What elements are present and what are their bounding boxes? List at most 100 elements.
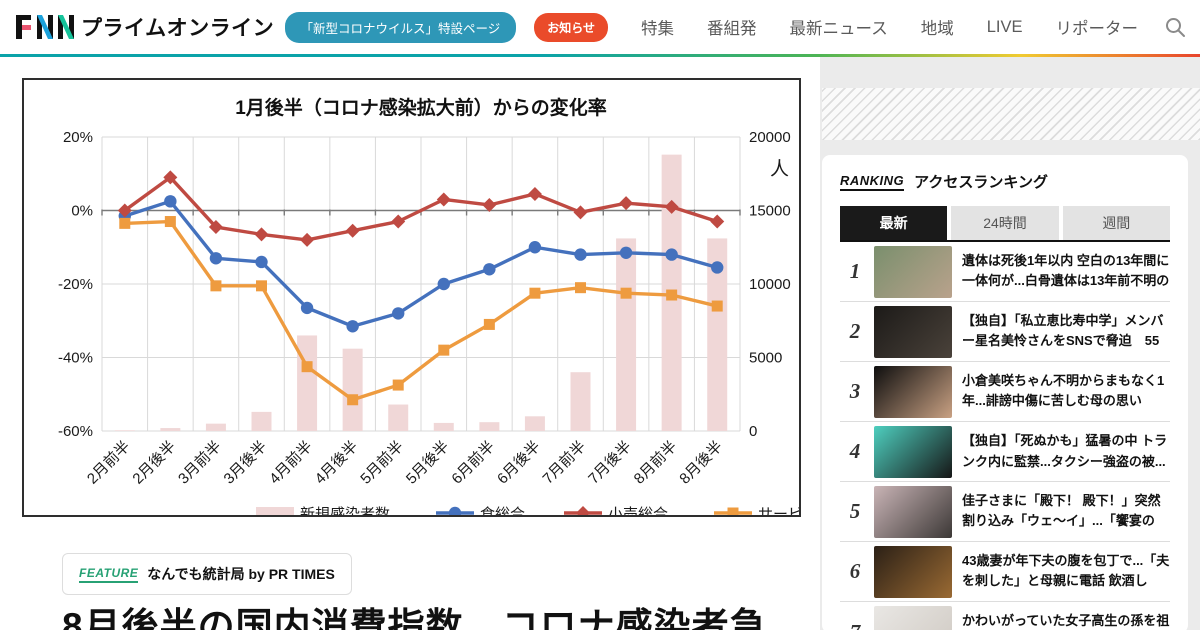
series-marker xyxy=(619,246,633,259)
nav-item-3[interactable]: 地域 xyxy=(920,20,954,38)
right-axis-label: 15000 xyxy=(749,203,791,220)
series-marker xyxy=(710,214,725,229)
right-axis-label: 5000 xyxy=(749,350,782,367)
x-axis-label: 3月前半 xyxy=(175,438,225,488)
item-headline: 43歳妻が年下夫の腹を包丁で...「夫を刺した」と母親に電話 飲酒し口... xyxy=(962,552,1170,588)
nav-item-2[interactable]: 最新ニュース xyxy=(789,20,888,38)
rank-number: 6 xyxy=(849,559,861,583)
ranking-item[interactable]: 7 かわいがっていた女子高生の孫を祖父(86)が刺殺 祖父と孫の2人暮らし... xyxy=(840,602,1170,630)
ranking-item[interactable]: 2 【独自】「私立恵比寿中学」メンバー星名美怜さんをSNSで脅迫 55歳... xyxy=(840,302,1170,362)
series-marker xyxy=(620,287,632,299)
ranking-tabs: 最新 24時間 週間 xyxy=(840,206,1170,242)
bar xyxy=(205,423,226,431)
feature-label: FEATURE xyxy=(79,566,139,583)
bar xyxy=(707,238,728,431)
legend-label: 食総合 xyxy=(480,506,525,517)
thumbnail xyxy=(874,305,952,358)
series-marker xyxy=(209,252,223,265)
rank-number: 7 xyxy=(840,620,870,630)
series-marker xyxy=(210,280,222,292)
rank-number: 5 xyxy=(849,499,861,523)
tab-weekly[interactable]: 週間 xyxy=(1062,206,1170,240)
x-axis-label: 5月前半 xyxy=(357,438,407,488)
legend-label: 小売総合 xyxy=(608,506,668,517)
main-nav: 特集 番組発 最新ニュース 地域 LIVE リポーター xyxy=(608,15,1138,39)
nav-item-0[interactable]: 特集 xyxy=(641,20,675,38)
covid-special-page-button[interactable]: 「新型コロナウイルス」特設ページ xyxy=(284,11,517,43)
bar xyxy=(616,238,637,431)
series-marker xyxy=(483,263,496,276)
series-marker xyxy=(711,261,724,274)
access-ranking-card: RANKING アクセスランキング 最新 24時間 週間 1 遺体は死後1年以内 … xyxy=(822,155,1188,630)
ranking-item[interactable]: 3 小倉美咲ちゃん不明からまもなく1年...誹謗中傷に苦しむ母の思い「絶... xyxy=(840,362,1170,422)
bar xyxy=(433,422,454,431)
series-marker xyxy=(163,170,178,185)
series-marker xyxy=(482,197,497,212)
right-axis-label: 20000 xyxy=(749,129,791,146)
tab-latest[interactable]: 最新 xyxy=(840,206,948,240)
series-marker xyxy=(528,241,542,254)
x-axis-label: 4月前半 xyxy=(266,438,316,488)
x-axis-label: 7月前半 xyxy=(540,438,590,488)
right-axis-label: 0 xyxy=(749,423,757,440)
item-headline: 【独自】「私立恵比寿中学」メンバー星名美怜さんをSNSで脅迫 55歳... xyxy=(962,312,1164,348)
x-axis-label: 5月後半 xyxy=(403,438,453,488)
nav-item-1[interactable]: 番組発 xyxy=(707,20,757,38)
series-line xyxy=(124,199,718,328)
series-line xyxy=(124,219,718,402)
rank-number: 2 xyxy=(849,319,861,343)
right-axis-unit: 人 xyxy=(770,158,789,180)
series-marker xyxy=(575,282,586,294)
rank-number: 3 xyxy=(849,379,861,403)
ranking-item[interactable]: 5 佳子さまに「殿下！ 殿下！」突然割り込み「ウェ～イ」...「饗宴の儀」... xyxy=(840,482,1170,542)
ranking-title: アクセスランキング xyxy=(914,174,1048,191)
notice-button[interactable]: お知らせ xyxy=(534,12,609,42)
series-marker xyxy=(574,248,587,261)
ranking-item[interactable]: 6 43歳妻が年下夫の腹を包丁で...「夫を刺した」と母親に電話 飲酒し口... xyxy=(840,542,1170,602)
series-marker xyxy=(117,203,132,218)
left-axis-label: 0% xyxy=(71,203,93,220)
series-marker xyxy=(392,379,404,391)
ranking-list: 1 遺体は死後1年以内 空白の13年間に一体何が...白骨遺体は13年前不明の1.… xyxy=(840,242,1170,630)
series-marker xyxy=(665,248,678,261)
series-marker xyxy=(529,287,541,299)
series-marker xyxy=(255,255,268,269)
series-marker xyxy=(164,195,177,208)
bar xyxy=(251,411,272,431)
logo-brand-text: プライムオンライン xyxy=(81,17,275,40)
series-marker xyxy=(664,199,679,214)
feature-series-title: なんでも統計局 by PR TIMES xyxy=(147,566,335,582)
series-marker xyxy=(391,214,406,229)
item-headline: かわいがっていた女子高生の孫を祖父(86)が刺殺 祖父と孫の2人暮らし... xyxy=(962,613,1170,628)
bar xyxy=(524,416,545,431)
bar xyxy=(297,335,318,431)
rank-number: 4 xyxy=(849,439,861,463)
nav-item-5[interactable]: リポーター xyxy=(1055,20,1139,38)
search-icon xyxy=(1166,18,1185,37)
thumbnail xyxy=(874,245,952,298)
thumbnail xyxy=(874,606,952,630)
tab-24hours[interactable]: 24時間 xyxy=(951,206,1059,240)
left-axis-label: 20% xyxy=(63,129,93,146)
series-marker xyxy=(300,232,315,247)
fnn-logo[interactable]: プライムオンライン xyxy=(16,12,274,42)
x-axis-label: 6月後半 xyxy=(494,438,544,488)
bar xyxy=(388,404,409,431)
nav-item-4[interactable]: LIVE xyxy=(986,17,1023,36)
legend-swatch xyxy=(256,507,294,515)
series-marker xyxy=(119,217,131,229)
ranking-header: RANKING アクセスランキング xyxy=(840,171,1170,192)
ranking-item[interactable]: 1 遺体は死後1年以内 空白の13年間に一体何が...白骨遺体は13年前不明の1.… xyxy=(840,242,1170,302)
item-headline: 小倉美咲ちゃん不明からまもなく1年...誹謗中傷に苦しむ母の思い「絶... xyxy=(962,372,1165,408)
series-marker xyxy=(254,227,269,242)
search-button[interactable] xyxy=(1164,16,1186,38)
feature-badge-box[interactable]: FEATURE なんでも統計局 by PR TIMES xyxy=(62,553,352,595)
bar xyxy=(160,428,181,431)
left-axis-label: -60% xyxy=(58,423,93,440)
x-axis-label: 6月前半 xyxy=(448,438,498,488)
series-marker xyxy=(256,280,267,292)
bar xyxy=(479,422,500,431)
thumbnail xyxy=(874,425,952,478)
item-headline: 【独自】「死ぬかも」猛暑の中 トランク内に監禁...タクシー強盗の被... xyxy=(962,433,1168,469)
ranking-item[interactable]: 4 【独自】「死ぬかも」猛暑の中 トランク内に監禁...タクシー強盗の被... xyxy=(840,422,1170,482)
